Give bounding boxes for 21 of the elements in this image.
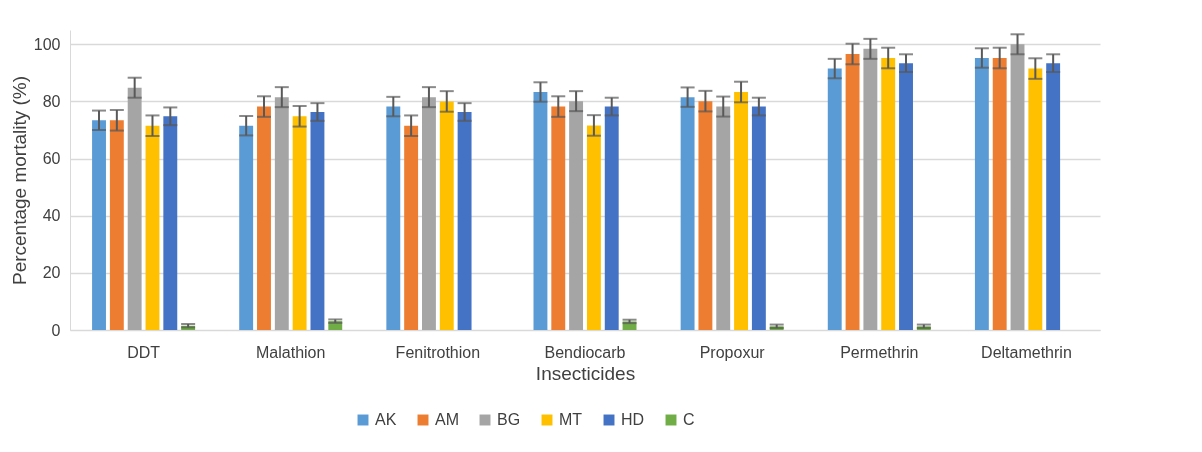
x-tick-label: Propoxur bbox=[699, 343, 766, 361]
x-tick-label: Permethrin bbox=[840, 343, 919, 361]
x-axis-title: Insecticides bbox=[535, 362, 636, 384]
x-tick-label: Malathion bbox=[256, 343, 326, 361]
y-axis-title: Percentage mortality (%) bbox=[8, 75, 30, 286]
legend-label: MT bbox=[559, 411, 583, 428]
x-tick-label: DDT bbox=[127, 343, 161, 361]
x-tick-label: Deltamethrin bbox=[981, 343, 1072, 361]
legend-label: AM bbox=[435, 411, 459, 428]
x-tick-label: Fenitrothion bbox=[395, 343, 481, 361]
x-tick-label: Bendiocarb bbox=[544, 343, 626, 361]
y-tick-label: 80 bbox=[42, 92, 61, 110]
y-tick-label: 60 bbox=[42, 150, 61, 168]
legend-label: AK bbox=[375, 411, 397, 428]
y-tick-label: 40 bbox=[42, 207, 61, 225]
y-tick-label: 100 bbox=[33, 35, 61, 53]
y-tick-label: 20 bbox=[42, 264, 61, 282]
legend-label: BG bbox=[497, 411, 521, 428]
legend-label: HD bbox=[621, 411, 645, 428]
legend-label: C bbox=[683, 411, 695, 428]
y-tick-label: 0 bbox=[51, 321, 61, 339]
